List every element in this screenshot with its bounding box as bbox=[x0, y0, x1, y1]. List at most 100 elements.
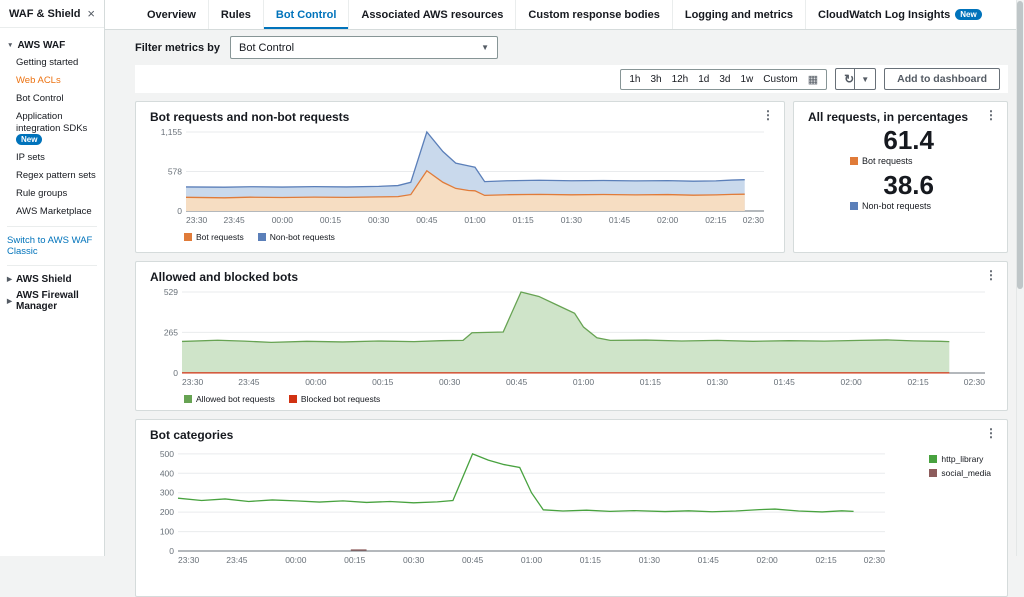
legend-item: http_library bbox=[929, 454, 991, 464]
sidebar-item-bot-control[interactable]: Bot Control bbox=[16, 93, 97, 105]
time-range-3h[interactable]: 3h bbox=[650, 73, 662, 85]
tab-bar: Overview Rules Bot Control Associated AW… bbox=[105, 0, 1024, 30]
refresh-split-button: ↻ ▼ bbox=[835, 68, 877, 90]
bot-categories-legend: http_library social_media bbox=[929, 454, 991, 478]
svg-text:02:00: 02:00 bbox=[841, 377, 863, 387]
kebab-menu-icon[interactable]: ⋮ bbox=[985, 268, 997, 282]
add-to-dashboard-button[interactable]: Add to dashboard bbox=[884, 68, 1000, 90]
panel-title: Bot categories bbox=[150, 428, 234, 442]
svg-text:00:00: 00:00 bbox=[272, 215, 294, 225]
sidebar: WAF & Shield × ▼ AWS WAF Getting started… bbox=[0, 0, 105, 556]
allowed-blocked-legend: Allowed bot requests Blocked bot requests bbox=[136, 393, 1007, 410]
svg-text:01:15: 01:15 bbox=[640, 377, 662, 387]
svg-text:500: 500 bbox=[160, 449, 174, 459]
dashboard-content: Bot requests and non-bot requests ⋮ 0 578… bbox=[135, 101, 1008, 597]
svg-text:0: 0 bbox=[169, 546, 174, 556]
tab-bot-control[interactable]: Bot Control bbox=[262, 0, 348, 29]
svg-text:00:15: 00:15 bbox=[344, 555, 366, 565]
sidebar-item-aws-marketplace[interactable]: AWS Marketplace bbox=[16, 206, 97, 218]
kebab-menu-icon[interactable]: ⋮ bbox=[985, 108, 997, 122]
divider bbox=[7, 264, 97, 266]
legend-label: Non-bot requests bbox=[862, 201, 932, 212]
sidebar-item-label: Getting started bbox=[16, 57, 79, 68]
percentages-body: 61.4 Bot requests 38.6 Non-bot requests bbox=[794, 126, 1007, 211]
legend-color-swatch bbox=[929, 455, 938, 463]
legend-color-swatch bbox=[257, 233, 266, 241]
kebab-menu-icon[interactable]: ⋮ bbox=[985, 426, 997, 440]
scrollbar-thumb[interactable] bbox=[1017, 1, 1023, 289]
panel-bot-categories: Bot categories ⋮ 0 100 200 300 400 500 23:30 23… bbox=[135, 419, 1008, 597]
svg-text:00:15: 00:15 bbox=[372, 377, 394, 387]
time-range-3d[interactable]: 3d bbox=[719, 73, 731, 85]
sidebar-item-rule-groups[interactable]: Rule groups bbox=[16, 188, 97, 200]
new-badge: New bbox=[16, 134, 43, 146]
sidebar-section-aws-shield[interactable]: ▶ AWS Shield bbox=[7, 274, 97, 285]
divider bbox=[7, 225, 97, 227]
sidebar-item-application-integration-sdks[interactable]: Application integration SDKs New bbox=[16, 111, 97, 147]
panel-title: Allowed and blocked bots bbox=[150, 270, 299, 284]
svg-text:00:30: 00:30 bbox=[403, 555, 425, 565]
vertical-scrollbar[interactable] bbox=[1016, 0, 1024, 556]
svg-text:01:45: 01:45 bbox=[609, 215, 631, 225]
svg-text:01:30: 01:30 bbox=[707, 377, 729, 387]
nonbot-requests-percentage-label: Non-bot requests bbox=[850, 201, 1007, 211]
sidebar-section-label: AWS WAF bbox=[17, 40, 66, 51]
svg-text:23:30: 23:30 bbox=[178, 555, 200, 565]
svg-text:01:15: 01:15 bbox=[513, 215, 535, 225]
tab-custom-response-bodies[interactable]: Custom response bodies bbox=[515, 0, 671, 29]
svg-text:300: 300 bbox=[160, 488, 174, 498]
kebab-menu-icon[interactable]: ⋮ bbox=[762, 108, 774, 122]
sidebar-item-regex-pattern-sets[interactable]: Regex pattern sets bbox=[16, 170, 97, 182]
time-range-1h[interactable]: 1h bbox=[629, 73, 641, 85]
svg-text:0: 0 bbox=[173, 368, 178, 378]
panel-title: Bot requests and non-bot requests bbox=[150, 110, 350, 124]
sidebar-item-label: Bot Control bbox=[16, 92, 64, 104]
calendar-icon[interactable]: ▦ bbox=[807, 73, 819, 86]
time-range-1w[interactable]: 1w bbox=[740, 73, 754, 85]
sidebar-item-label: AWS Marketplace bbox=[16, 205, 92, 217]
sidebar-item-web-acls[interactable]: Web ACLs bbox=[16, 75, 97, 87]
svg-text:00:45: 00:45 bbox=[462, 555, 484, 565]
sidebar-link-waf-classic[interactable]: Switch to AWS WAF Classic bbox=[7, 235, 97, 257]
panel-all-requests-percentages: All requests, in percentages ⋮ 61.4 Bot … bbox=[793, 101, 1008, 253]
svg-text:23:30: 23:30 bbox=[182, 377, 204, 387]
panel-title: All requests, in percentages bbox=[808, 110, 969, 124]
tab-overview[interactable]: Overview bbox=[135, 0, 208, 29]
sidebar-section-aws-waf[interactable]: ▼ AWS WAF bbox=[7, 40, 97, 51]
chevron-right-icon: ▶ bbox=[7, 276, 12, 284]
sidebar-title: WAF & Shield bbox=[9, 8, 81, 20]
legend-item: social_media bbox=[929, 468, 991, 478]
bot-categories-chart: 0 100 200 300 400 500 23:30 23:45 00:00 00:15 00:3… bbox=[136, 444, 1007, 571]
sidebar-item-label: Web ACLs bbox=[16, 74, 61, 86]
close-icon[interactable]: × bbox=[87, 6, 95, 21]
svg-text:100: 100 bbox=[160, 527, 174, 537]
sidebar-item-ip-sets[interactable]: IP sets bbox=[16, 152, 97, 164]
time-range-12h[interactable]: 12h bbox=[671, 73, 689, 85]
bot-requests-percentage: 61.4 bbox=[883, 125, 934, 155]
svg-text:01:15: 01:15 bbox=[580, 555, 602, 565]
tab-rules[interactable]: Rules bbox=[207, 0, 263, 29]
tab-logging-and-metrics[interactable]: Logging and metrics bbox=[671, 0, 805, 29]
time-range-custom[interactable]: Custom bbox=[763, 73, 798, 85]
svg-text:00:30: 00:30 bbox=[439, 377, 461, 387]
legend-color-swatch bbox=[288, 395, 297, 403]
time-range-1d[interactable]: 1d bbox=[698, 73, 710, 85]
filter-metrics-value: Bot Control bbox=[238, 41, 295, 54]
tab-cloudwatch-log-insights[interactable]: CloudWatch Log Insights New bbox=[805, 0, 994, 29]
svg-text:02:30: 02:30 bbox=[743, 215, 765, 225]
chevron-right-icon: ▶ bbox=[7, 297, 12, 305]
svg-text:02:15: 02:15 bbox=[907, 377, 929, 387]
filter-metrics-row: Filter metrics by Bot Control ▼ bbox=[135, 36, 1008, 59]
sidebar-item-label: Application integration SDKs bbox=[16, 110, 88, 134]
svg-text:00:15: 00:15 bbox=[320, 215, 342, 225]
bot-requests-legend: Bot requests Non-bot requests bbox=[136, 231, 784, 248]
sidebar-section-firewall-manager[interactable]: ▶ AWS Firewall Manager bbox=[7, 290, 97, 312]
tab-associated-aws-resources[interactable]: Associated AWS resources bbox=[348, 0, 515, 29]
filter-metrics-select[interactable]: Bot Control ▼ bbox=[229, 36, 498, 59]
legend-color-swatch bbox=[184, 233, 192, 241]
button-label: Add to dashboard bbox=[897, 73, 987, 85]
refresh-icon: ↻ bbox=[844, 72, 855, 86]
sidebar-item-getting-started[interactable]: Getting started bbox=[16, 57, 97, 69]
svg-text:400: 400 bbox=[160, 468, 174, 478]
refresh-options-button[interactable]: ▼ bbox=[854, 68, 877, 90]
